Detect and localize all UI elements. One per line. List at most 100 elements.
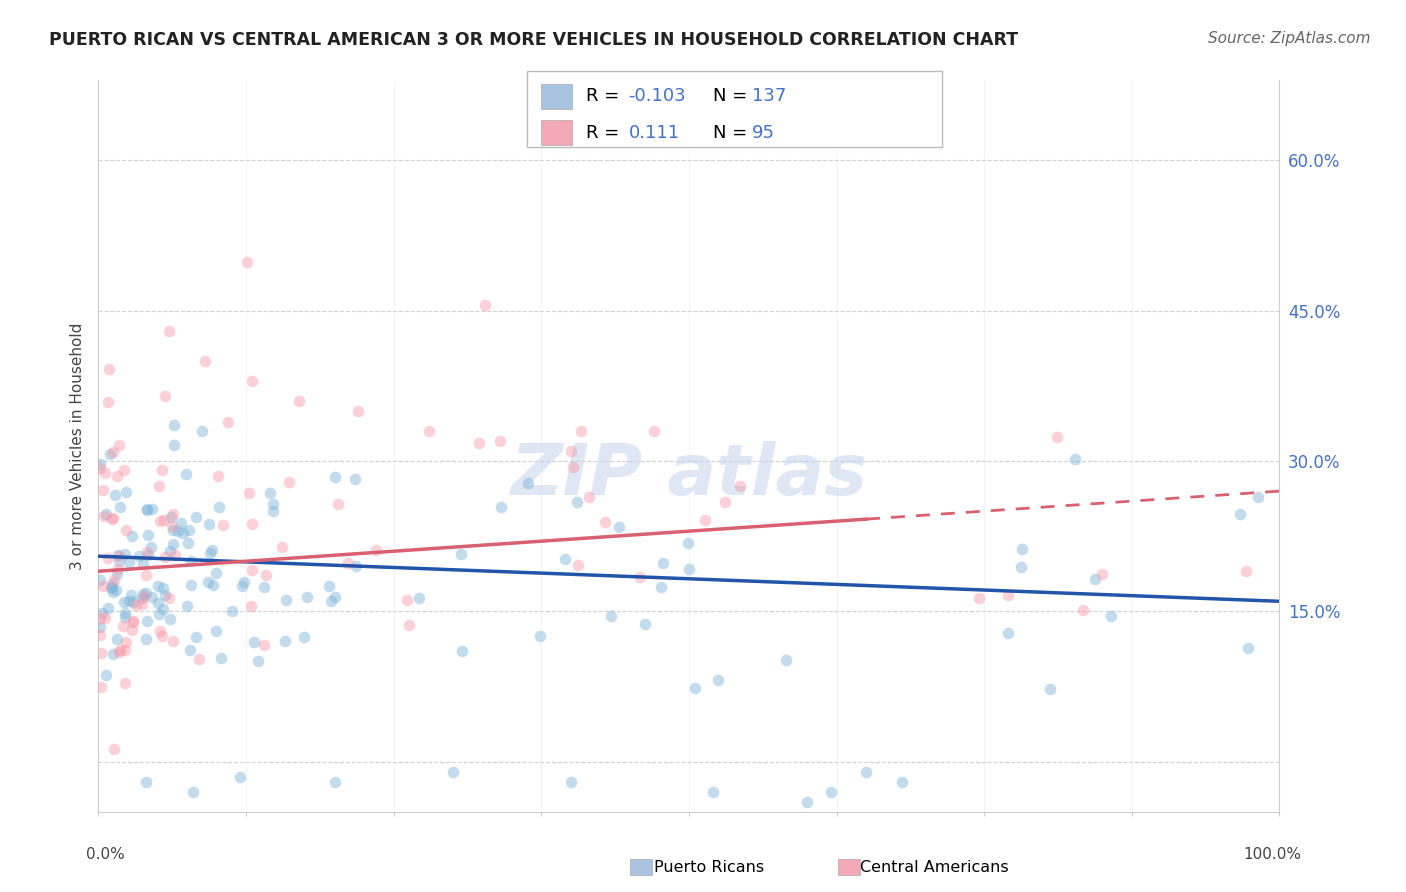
Point (676, 536, 699, 550)
Point (1039, 682, 1062, 697)
Point (114, 547, 136, 561)
Point (96, 507, 118, 521)
Point (1247, 490, 1270, 504)
Point (162, 519, 184, 533)
Point (398, 618, 420, 632)
Point (274, 633, 297, 648)
Point (702, 785, 724, 799)
Point (141, 502, 163, 516)
Point (152, 513, 174, 527)
Point (198, 516, 221, 531)
Point (489, 434, 512, 448)
Point (600, 609, 623, 624)
Point (1234, 565, 1257, 579)
Point (104, 488, 127, 502)
Point (181, 785, 204, 799)
Point (569, 424, 592, 438)
Text: N =: N = (713, 87, 752, 105)
Point (221, 604, 243, 618)
Point (201, 542, 224, 557)
Point (115, 485, 138, 500)
Point (276, 593, 298, 607)
Point (180, 553, 202, 567)
Point (418, 424, 440, 438)
Text: Puerto Ricans: Puerto Ricans (654, 860, 763, 874)
Point (650, 580, 672, 594)
Point (89, 461, 111, 475)
Point (775, 653, 797, 667)
Point (135, 503, 157, 517)
Point (628, 569, 651, 583)
Point (529, 629, 551, 643)
Point (101, 647, 124, 661)
Point (141, 540, 163, 554)
Point (100, 581, 122, 595)
Point (98, 447, 121, 461)
Point (93, 508, 115, 523)
Point (728, 478, 751, 492)
Text: Central Americans: Central Americans (860, 860, 1010, 874)
Point (167, 524, 190, 538)
Point (238, 486, 260, 500)
Point (578, 490, 600, 504)
Point (163, 417, 186, 432)
Point (1084, 572, 1107, 586)
Point (108, 500, 131, 515)
Point (97, 600, 120, 615)
Point (108, 554, 131, 568)
Point (153, 549, 176, 564)
Point (105, 469, 128, 483)
Point (678, 562, 700, 576)
Point (180, 578, 202, 592)
Point (441, 764, 464, 779)
Point (91, 483, 114, 497)
Point (97, 550, 120, 565)
Point (212, 517, 235, 532)
Point (318, 579, 340, 593)
Point (323, 470, 346, 484)
Point (152, 602, 174, 616)
Point (115, 523, 138, 537)
Point (132, 557, 155, 571)
Point (153, 588, 176, 602)
Point (554, 552, 576, 566)
Point (89, 628, 111, 642)
Point (207, 469, 229, 483)
Point (101, 585, 124, 599)
Text: 0.111: 0.111 (628, 124, 679, 142)
Text: 95: 95 (752, 124, 775, 142)
Point (240, 374, 263, 388)
Point (89, 457, 111, 471)
Point (100, 577, 122, 591)
Point (89, 573, 111, 587)
Point (240, 516, 263, 531)
Text: Source: ZipAtlas.com: Source: ZipAtlas.com (1208, 31, 1371, 46)
Point (150, 463, 173, 477)
Point (474, 297, 496, 311)
Point (198, 546, 221, 560)
Point (396, 593, 419, 607)
Point (567, 558, 589, 573)
Point (1010, 559, 1032, 574)
Point (136, 549, 159, 563)
Point (997, 588, 1019, 602)
Point (118, 594, 141, 608)
Point (560, 444, 582, 458)
Point (177, 523, 200, 537)
Point (184, 509, 207, 524)
Point (516, 475, 538, 490)
Point (652, 556, 675, 570)
Point (820, 785, 842, 799)
Point (101, 580, 124, 594)
Point (607, 519, 630, 533)
Point (347, 404, 370, 418)
Point (259, 486, 281, 500)
Point (162, 507, 184, 521)
Point (94, 668, 117, 682)
Point (91, 579, 114, 593)
Point (243, 635, 266, 649)
Point (247, 654, 270, 668)
Text: -0.103: -0.103 (628, 87, 686, 105)
Point (121, 615, 143, 630)
Point (1237, 640, 1260, 655)
